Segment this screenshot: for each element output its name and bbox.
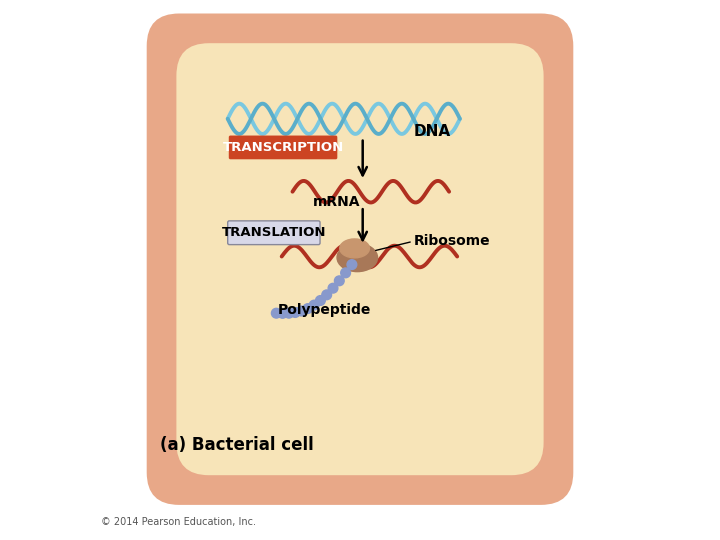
Circle shape [290,308,300,318]
Circle shape [271,308,281,318]
Circle shape [297,306,307,316]
Circle shape [315,295,325,305]
Text: TRANSLATION: TRANSLATION [222,226,326,239]
FancyBboxPatch shape [176,43,544,475]
Text: TRANSCRIPTION: TRANSCRIPTION [222,141,343,154]
Circle shape [334,276,344,286]
Text: mRNA: mRNA [312,195,360,210]
Text: DNA: DNA [414,124,451,139]
FancyBboxPatch shape [228,221,320,245]
Circle shape [322,290,331,300]
Text: Polypeptide: Polypeptide [278,303,372,318]
Circle shape [303,303,312,313]
Ellipse shape [337,244,377,272]
Circle shape [278,308,287,318]
Circle shape [328,284,338,293]
Text: (a) Bacterial cell: (a) Bacterial cell [160,436,314,455]
Text: Ribosome: Ribosome [414,234,490,248]
FancyBboxPatch shape [229,136,338,159]
Circle shape [284,308,294,318]
Ellipse shape [340,239,369,258]
FancyBboxPatch shape [147,14,573,505]
Circle shape [341,268,351,278]
Text: © 2014 Pearson Education, Inc.: © 2014 Pearson Education, Inc. [101,516,256,526]
Circle shape [347,260,357,269]
Circle shape [310,300,319,310]
